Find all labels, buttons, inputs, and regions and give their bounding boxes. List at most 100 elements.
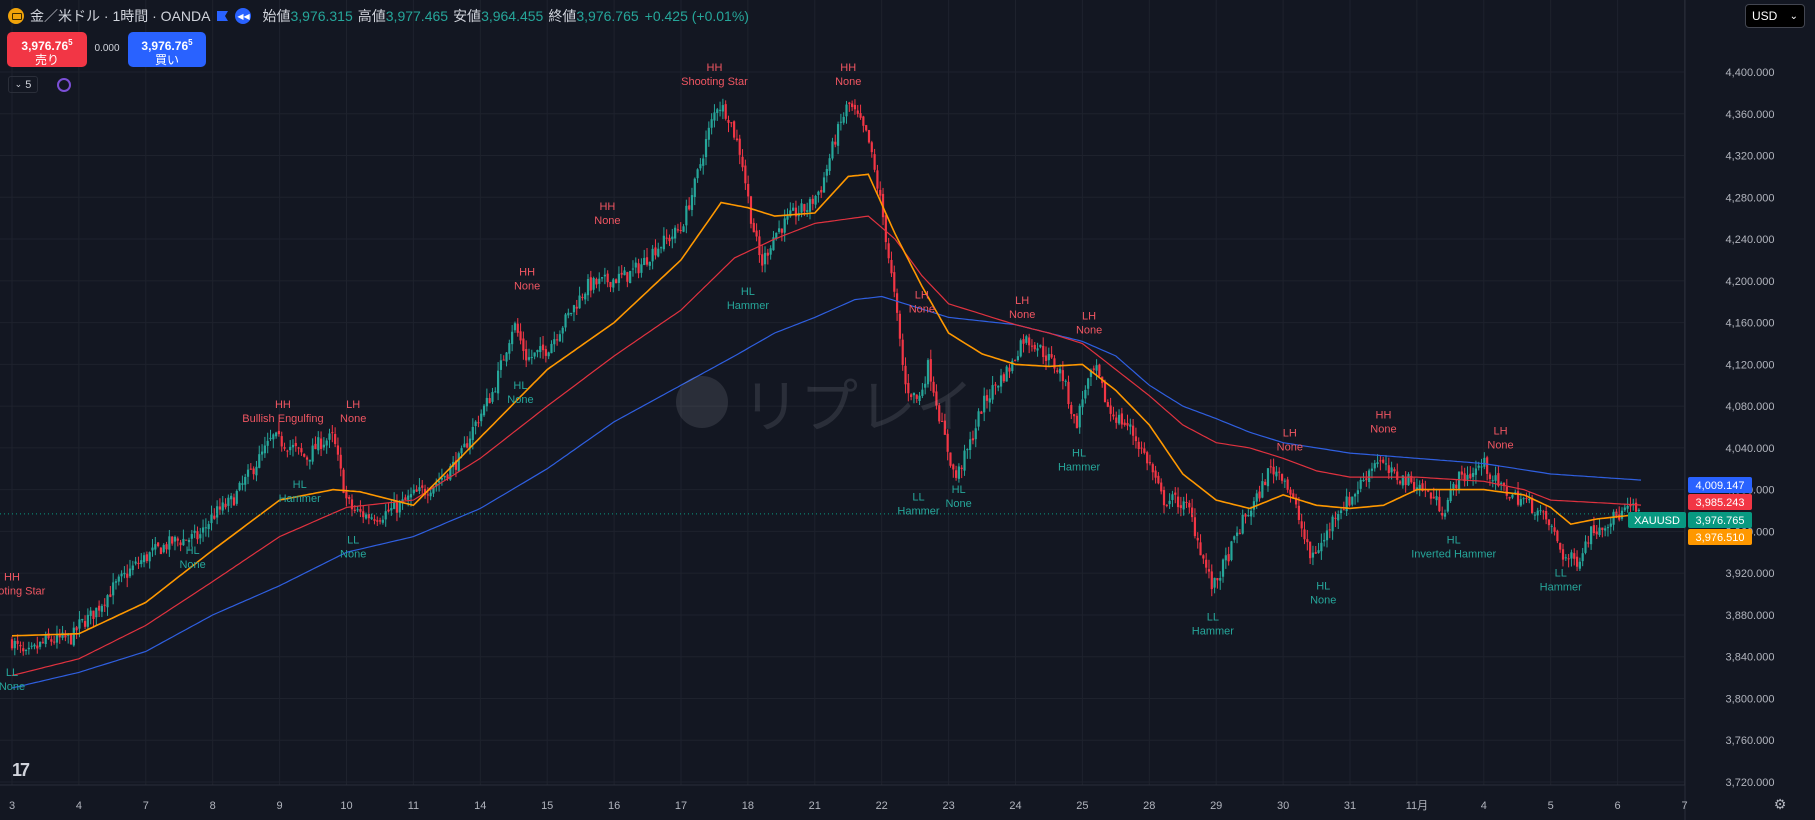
candle-body [792,207,795,211]
candle-body [266,440,269,446]
candle-body [1247,515,1250,517]
candle-body [1339,510,1343,514]
candle-body [564,314,567,328]
candle-body [10,639,14,649]
pattern-label: Inverted Hammer [1411,548,1496,560]
candle-body [589,277,592,291]
candle-body [1398,481,1402,484]
candle-body [89,610,92,616]
candle-body [1384,463,1388,465]
candle-body [668,237,671,242]
candle-body [429,492,432,497]
rewind-icon[interactable]: ◀◀ [235,8,252,24]
candle-body [1297,505,1300,521]
candle-body [890,259,893,274]
candle-body [1013,360,1017,362]
candle-body [38,641,42,647]
candle-body [1123,422,1126,425]
sell-button[interactable]: 3,976.765 売り [7,32,87,67]
y-tick-label: 3,800.000 [1726,693,1775,705]
candle-body [600,277,604,279]
candle-body [213,515,216,519]
ma-fast-line [11,173,1642,637]
candle-body [1567,558,1570,560]
coin-icon[interactable] [8,8,24,24]
swing-label: HL [952,484,966,496]
candle-body [533,352,536,357]
candle-body [977,411,980,427]
x-tick-label: 7 [143,800,149,812]
pattern-label: Hammer [1192,626,1235,638]
candle-body [1075,415,1079,429]
symbol-title[interactable]: 金／米ドル · 1時間 · OANDA [30,8,211,24]
candle-body [334,433,337,445]
flag-icon[interactable] [216,10,229,22]
ohlc-value: 3,977.465 [385,8,449,24]
tradingview-logo[interactable]: 17 [12,760,30,780]
candle-body [123,572,126,575]
candle-body [558,334,562,342]
currency-select[interactable]: USD ⌄ [1745,4,1805,28]
price-badge [1688,477,1752,493]
candle-body [971,438,975,441]
swing-label: HL [1072,448,1086,460]
candle-body [308,459,311,462]
candle-body [592,278,595,290]
candle-body [963,450,966,471]
candle-body [311,445,314,462]
candle-body [1570,552,1573,559]
candle-body [921,389,924,396]
indicators-toggle[interactable]: ⌄ 5 [8,76,38,93]
candle-body [918,395,921,402]
candle-body [738,138,741,155]
candle-body [696,169,699,179]
candle-body [867,130,871,143]
candle-body [69,634,73,645]
candle-body [1427,490,1430,492]
candle-body [1120,413,1123,425]
candle-body [398,502,401,513]
x-tick-label: 4 [1481,800,1487,812]
sync-icon[interactable] [57,78,71,92]
candle-body [1328,529,1331,531]
candle-body [1244,514,1247,517]
price-badge [1688,512,1752,528]
candle-body [997,385,1000,388]
candle-body [421,485,424,488]
pattern-label: None [594,215,620,227]
candle-body [718,109,722,111]
candle-body [575,306,578,309]
candle-body [272,434,275,440]
candle-body [1185,502,1188,504]
candle-body [1103,382,1107,403]
candle-body [1182,501,1185,510]
candle-body [1168,500,1171,505]
candle-body [1210,571,1213,590]
candle-body [423,488,427,495]
candle-body [297,447,300,449]
pattern-label: None [835,76,861,88]
candle-body [1390,467,1393,473]
pattern-label: None [1487,439,1513,451]
pattern-label: None [945,498,971,510]
candle-body [1241,514,1244,534]
candle-body [794,207,798,217]
candle-body [1443,513,1447,517]
candle-body [350,499,354,510]
candle-body [1294,497,1298,505]
candle-body [1087,378,1090,389]
candle-body [179,542,182,546]
candle-body [1154,470,1157,478]
candle-body [300,448,303,453]
candle-body [204,527,207,529]
candle-body [67,634,70,636]
candle-body [1606,527,1610,529]
candle-body [289,446,292,451]
candle-body [505,352,508,362]
gear-icon[interactable]: ⚙ [1773,796,1787,812]
candle-body [61,632,64,638]
buy-button[interactable]: 3,976.765 買い [128,32,206,67]
candle-body [744,165,747,184]
replay-watermark-icon [676,376,728,428]
